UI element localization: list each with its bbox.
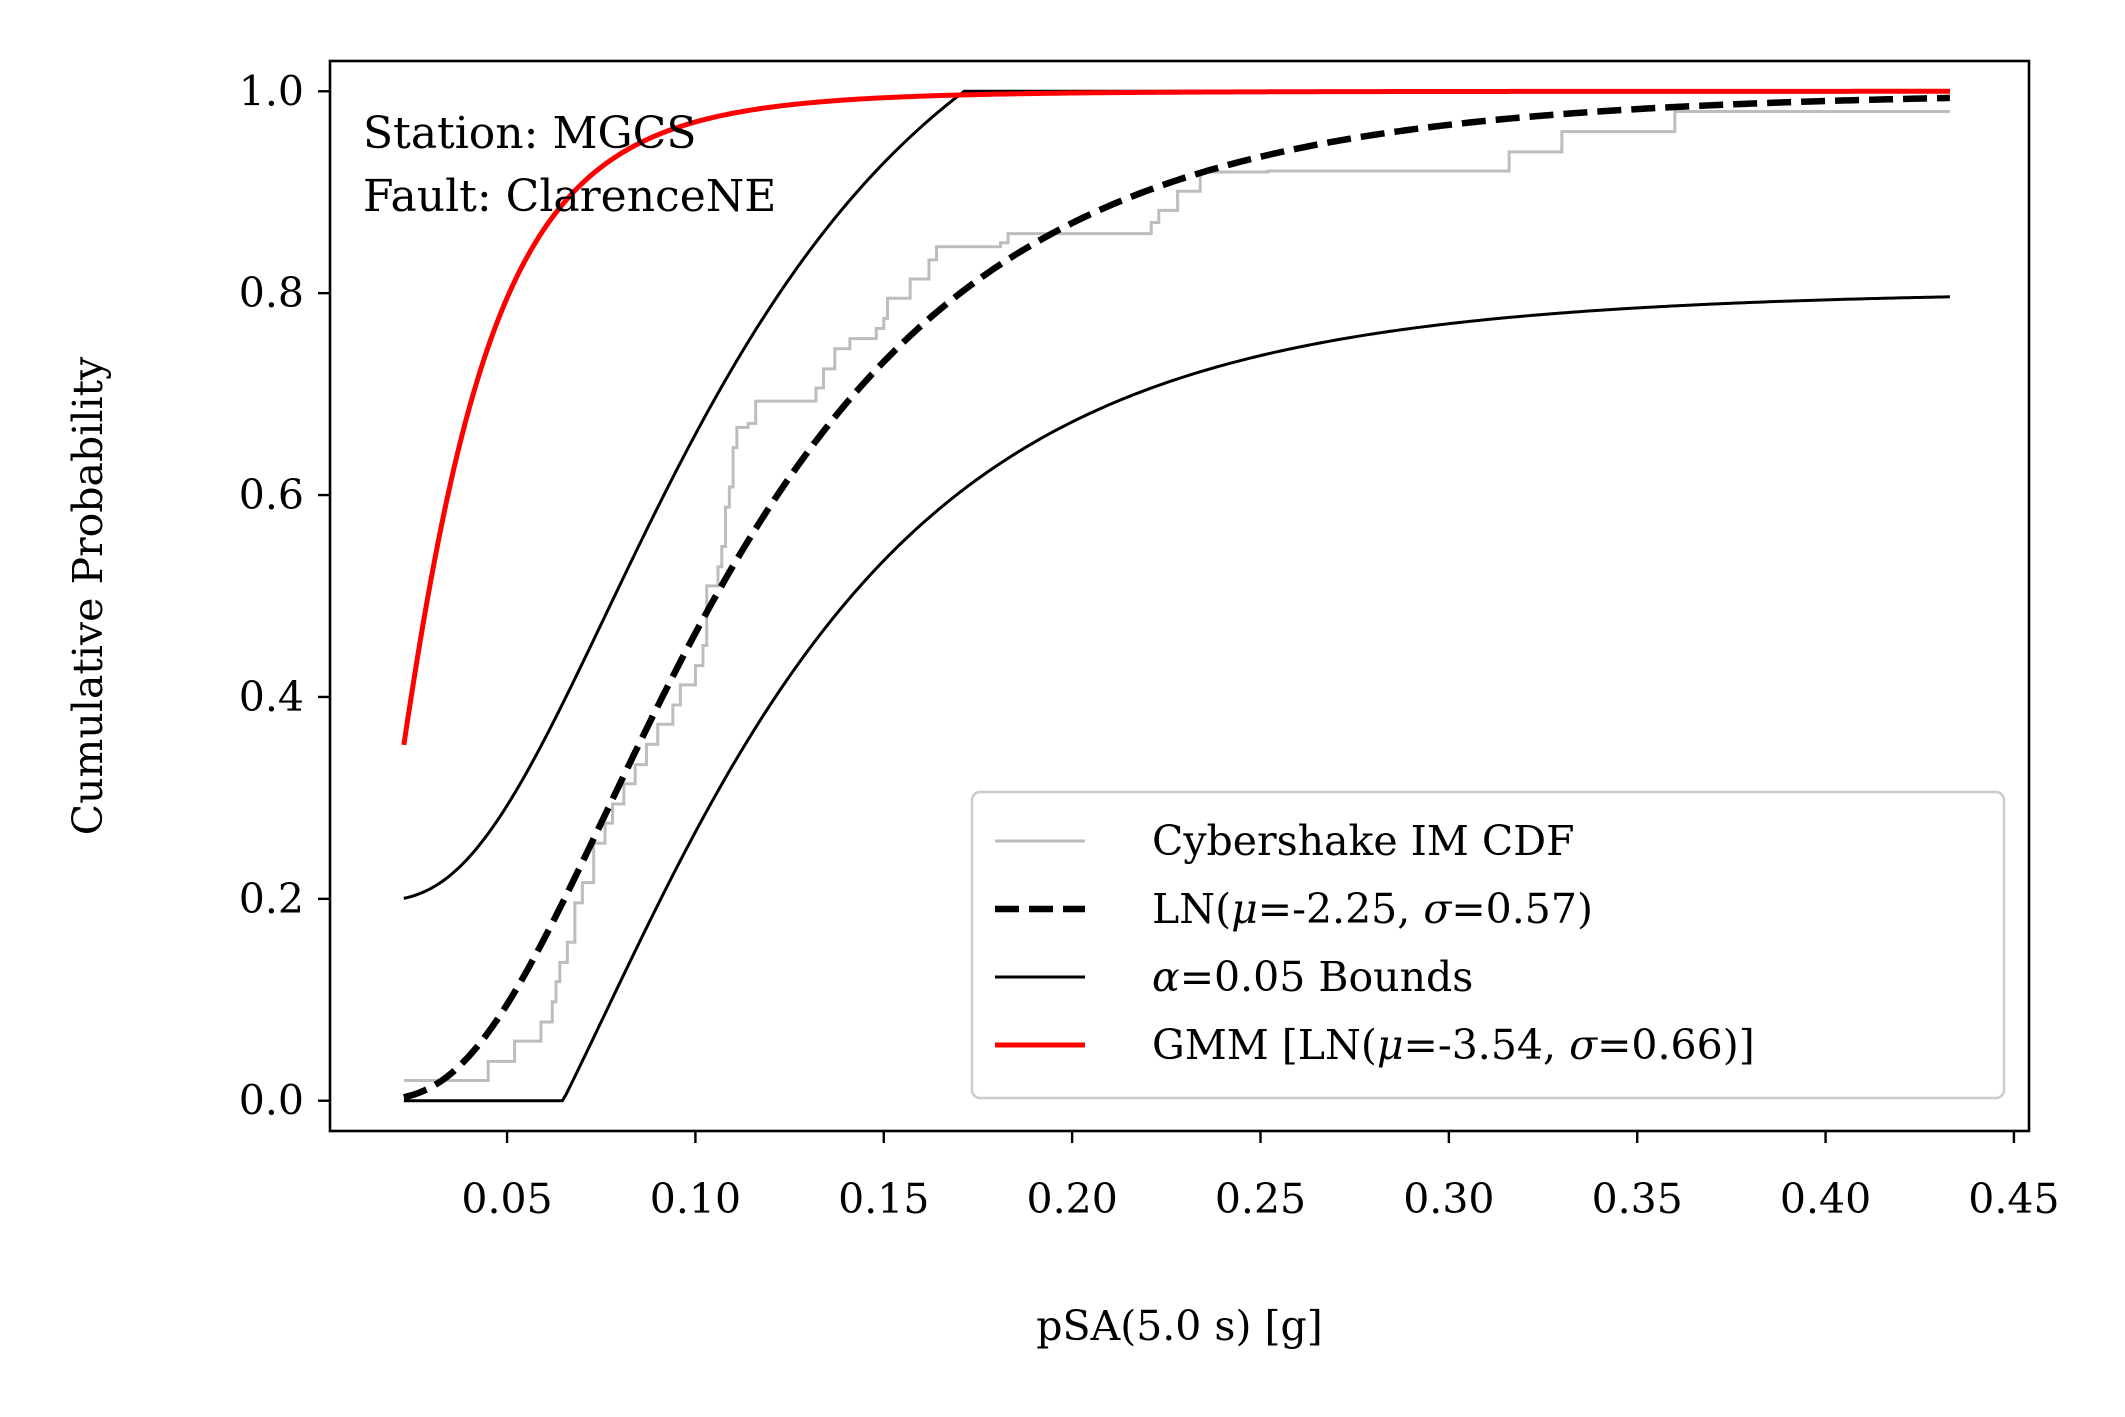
x-tick-label: 0.45 (1968, 1175, 2059, 1223)
legend-label: Cybershake IM CDF (1152, 817, 1575, 865)
x-tick-label: 0.10 (650, 1175, 741, 1223)
legend-label: GMM [LN(μ=-3.54, σ=0.66)] (1152, 1021, 1755, 1069)
y-tick-label: 0.6 (239, 471, 304, 519)
y-axis-label: Cumulative Probability (64, 356, 112, 835)
y-tick-label: 0.4 (239, 673, 304, 721)
lognormal-fit-line (403, 94, 1950, 1101)
y-tick-label: 0.8 (239, 269, 304, 317)
x-tick-label: 0.40 (1780, 1175, 1871, 1223)
axes-frame (328, 59, 2031, 1133)
fault-annotation: Fault: ClarenceNE (363, 171, 776, 222)
x-tick-label: 0.25 (1215, 1175, 1306, 1223)
y-axis: 0.0 0.2 0.4 0.6 0.8 1.0 (239, 67, 330, 1125)
x-axis-label: pSA(5.0 s) [g] (1036, 1302, 1322, 1350)
x-tick-label: 0.20 (1026, 1175, 1117, 1223)
legend-label: α=0.05 Bounds (1152, 953, 1473, 1001)
plot-area (328, 59, 2031, 1133)
station-annotation: Station: MGCS (363, 108, 696, 159)
series-layer (401, 88, 1950, 1103)
x-tick-label: 0.35 (1592, 1175, 1683, 1223)
x-tick-label: 0.15 (838, 1175, 929, 1223)
legend: Cybershake IM CDF LN(μ=-2.25, σ=0.57) α=0.… (970, 790, 2006, 1100)
y-tick-label: 0.0 (239, 1077, 304, 1125)
x-tick-label: 0.05 (461, 1175, 552, 1223)
y-tick-label: 0.2 (239, 875, 304, 923)
legend-box (970, 790, 2006, 1100)
x-tick-label: 0.30 (1403, 1175, 1494, 1223)
legend-label: LN(μ=-2.25, σ=0.57) (1152, 885, 1593, 933)
cybershake-cdf-line (403, 109, 1950, 1083)
x-axis: 0.05 0.10 0.15 0.20 0.25 0.30 0.35 0.40 0.45 (461, 1131, 2060, 1223)
y-tick-label: 1.0 (239, 67, 304, 115)
gmm-line (401, 88, 1950, 746)
lower-bound-line (403, 295, 1950, 1103)
